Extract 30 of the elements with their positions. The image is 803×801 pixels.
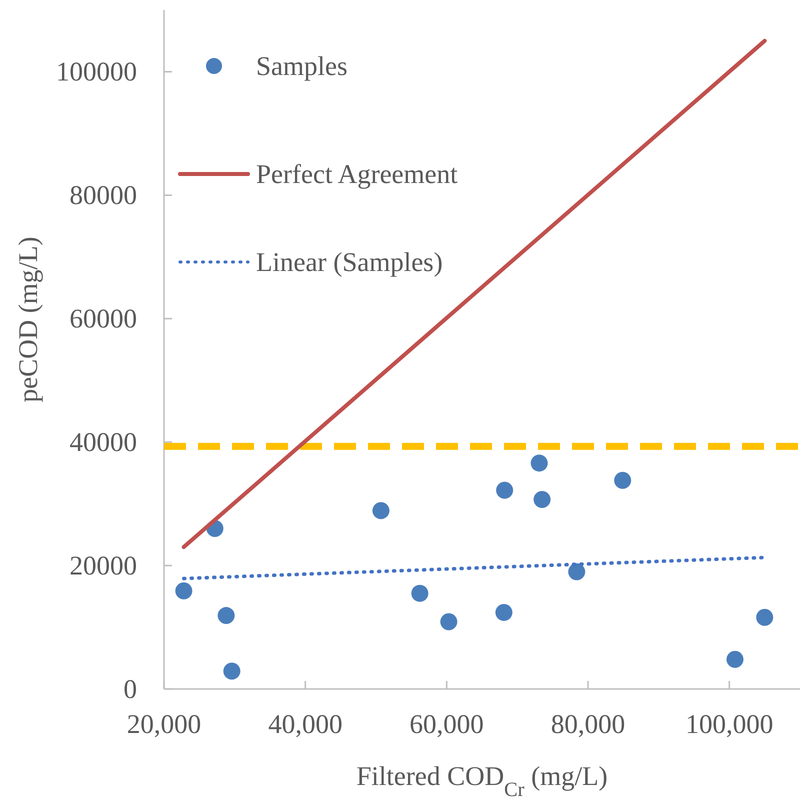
point bbox=[530, 454, 548, 472]
legend-label: Samples bbox=[256, 51, 348, 81]
point bbox=[223, 662, 240, 680]
y-tick-label: 60000 bbox=[70, 304, 137, 334]
point bbox=[614, 472, 632, 489]
x-tick-label: 80,000 bbox=[550, 709, 626, 739]
point bbox=[372, 502, 390, 520]
y-tick-label: 100000 bbox=[56, 56, 137, 87]
point bbox=[495, 604, 512, 621]
x-tick-label: 100,000 bbox=[685, 709, 774, 739]
point bbox=[726, 650, 744, 668]
point bbox=[411, 584, 428, 602]
x-tick-label: 40,000 bbox=[268, 709, 342, 739]
point bbox=[440, 613, 458, 630]
point bbox=[218, 607, 235, 624]
point bbox=[568, 563, 586, 580]
x-tick-label: 60,000 bbox=[410, 709, 484, 739]
y-axis-title: peCOD (mg/L) bbox=[13, 236, 43, 402]
y-tick-label: 40000 bbox=[70, 427, 137, 458]
x-tick-label: 20,000 bbox=[126, 709, 202, 739]
x-axis-title: Filtered COD$_{Cr}$ (mg/L) bbox=[356, 761, 608, 801]
y-tick-label: 80000 bbox=[70, 180, 137, 210]
y-tick-label: 0 bbox=[124, 674, 137, 704]
point bbox=[534, 490, 551, 508]
point bbox=[756, 608, 774, 626]
legend-label: Perfect Agreement bbox=[256, 159, 458, 189]
legend-label: Linear (Samples) bbox=[256, 247, 443, 277]
point bbox=[175, 582, 192, 600]
y-tick-label: 20000 bbox=[70, 550, 137, 581]
point bbox=[496, 482, 514, 499]
